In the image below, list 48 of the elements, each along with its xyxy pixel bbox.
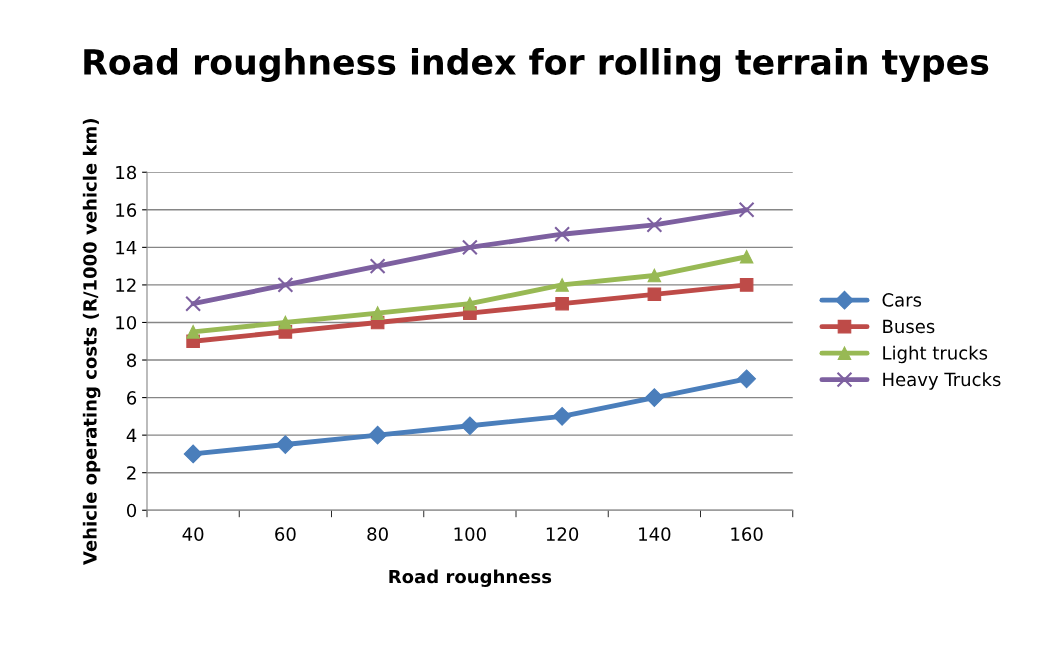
point <box>738 201 755 218</box>
point <box>647 268 662 283</box>
y-tick-label: 18 <box>116 165 137 180</box>
point <box>646 216 663 233</box>
point <box>183 444 203 464</box>
y-tick-label: 6 <box>127 391 137 405</box>
y-tick-label: 12 <box>116 278 136 292</box>
legend-label: Light trucks <box>883 345 988 364</box>
x-tick-label: 40 <box>182 527 204 541</box>
y-tick-label: 8 <box>127 353 137 368</box>
point <box>552 406 572 426</box>
y-tick-label: 16 <box>116 203 137 217</box>
x-tick-label: 120 <box>546 527 579 541</box>
y-tick-label: 2 <box>127 466 136 480</box>
point <box>555 296 569 311</box>
point <box>186 325 200 339</box>
point <box>647 287 662 302</box>
y-tick-label: 10 <box>116 315 137 330</box>
point <box>644 388 664 407</box>
point <box>463 296 477 311</box>
point <box>555 278 569 292</box>
x-tick-label: 100 <box>454 527 486 541</box>
point <box>370 306 385 320</box>
point <box>368 425 388 445</box>
point <box>461 239 478 256</box>
x-axis-title: Road roughness <box>389 569 552 588</box>
x-tick-label: 160 <box>731 527 763 541</box>
y-axis-title: Vehicle operating costs (R/1000 vehicle km) <box>82 119 101 565</box>
point <box>554 226 571 243</box>
point <box>739 249 754 264</box>
x-tick-label: 80 <box>367 527 388 541</box>
x-tick-label: 140 <box>639 527 671 541</box>
legend-label: Buses <box>883 319 935 334</box>
y-tick-label: 4 <box>126 428 137 442</box>
legend-label: Cars <box>882 293 922 307</box>
point <box>737 369 757 389</box>
point <box>278 315 293 330</box>
point <box>275 435 295 454</box>
point <box>739 278 754 292</box>
point <box>185 295 202 312</box>
chart-title: Road roughness index for rolling terrain types <box>84 48 989 82</box>
point <box>369 258 386 275</box>
legend-label: Heavy Trucks <box>883 372 1001 390</box>
point <box>277 276 294 293</box>
x-tick-label: 60 <box>275 527 296 541</box>
point <box>460 416 480 436</box>
y-tick-label: 14 <box>116 241 137 255</box>
y-tick-label: 0 <box>126 503 137 518</box>
